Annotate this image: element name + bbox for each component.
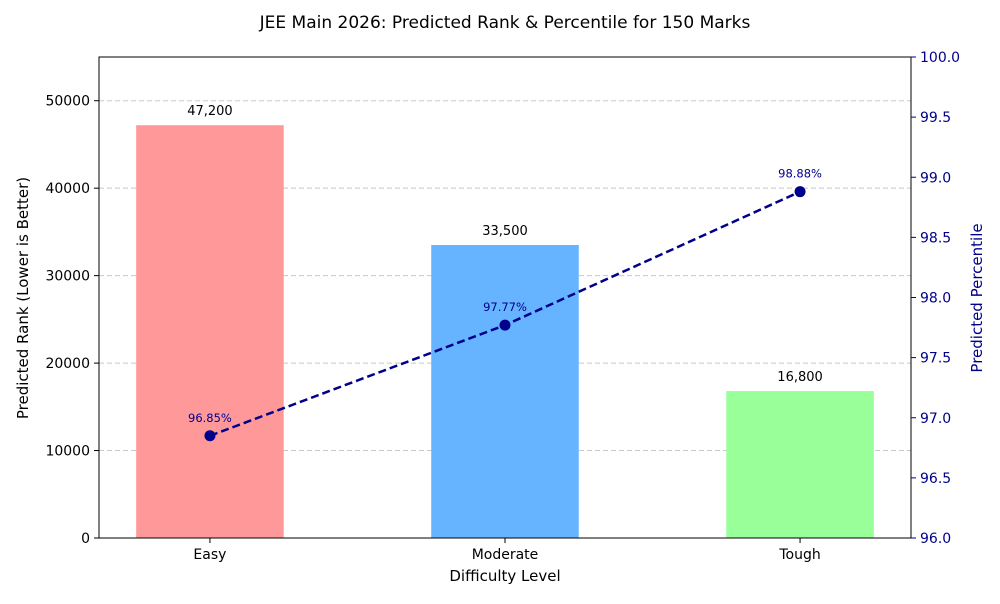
percentile-label: 96.85% bbox=[188, 411, 232, 425]
x-axis-label: Difficulty Level bbox=[449, 567, 560, 585]
y-axis-label: Predicted Rank (Lower is Better) bbox=[14, 177, 32, 419]
bar-value-label: 47,200 bbox=[187, 104, 233, 119]
y-right-tick-label: 100.0 bbox=[920, 50, 960, 66]
y-tick-label: 50000 bbox=[45, 94, 90, 110]
percentile-marker bbox=[204, 430, 216, 442]
percentile-label: 98.88% bbox=[778, 167, 822, 181]
y-right-tick-label: 98.0 bbox=[920, 291, 951, 307]
y-tick-label: 10000 bbox=[45, 444, 90, 460]
x-tick-label: Easy bbox=[193, 547, 226, 563]
percentile-marker bbox=[794, 186, 806, 198]
y-right-tick-label: 96.0 bbox=[920, 531, 951, 547]
y-tick-label: 30000 bbox=[45, 269, 90, 285]
percentile-label: 97.77% bbox=[483, 300, 527, 314]
y-right-tick-label: 98.5 bbox=[920, 230, 951, 246]
y-right-tick-label: 99.0 bbox=[920, 170, 951, 186]
y-right-tick-label: 97.0 bbox=[920, 411, 951, 427]
percentile-marker bbox=[499, 319, 511, 331]
chart-title: JEE Main 2026: Predicted Rank & Percenti… bbox=[259, 13, 751, 33]
y-right-tick-label: 99.5 bbox=[920, 110, 951, 126]
y-axis-right-label: Predicted Percentile bbox=[968, 223, 986, 372]
bar-value-label: 16,800 bbox=[777, 370, 823, 385]
bar-easy bbox=[136, 125, 284, 539]
y-tick-label: 20000 bbox=[45, 356, 90, 372]
y-right-tick-label: 97.5 bbox=[920, 351, 951, 367]
y-right-tick-label: 96.5 bbox=[920, 471, 951, 487]
x-tick-label: Moderate bbox=[472, 547, 539, 563]
y-tick-label: 40000 bbox=[45, 181, 90, 197]
bar-moderate bbox=[431, 245, 579, 538]
bar-tough bbox=[726, 391, 874, 538]
y-tick-label: 0 bbox=[81, 531, 90, 547]
x-tick-label: Tough bbox=[778, 547, 820, 563]
bar-value-label: 33,500 bbox=[482, 224, 528, 239]
